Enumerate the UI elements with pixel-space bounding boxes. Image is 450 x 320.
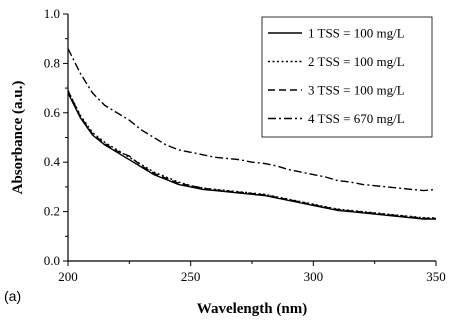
y-axis-title: Absorbance (a.u.): [10, 81, 26, 195]
y-tick-label: 0.4: [44, 154, 61, 169]
y-tick-label: 0.8: [44, 55, 60, 70]
y-tick-label: 0.0: [44, 253, 60, 268]
series-line-4: [67, 48, 437, 192]
series-line-3: [67, 90, 437, 220]
x-tick-label: 200: [58, 269, 78, 284]
x-axis-title: Wavelength (nm): [197, 301, 307, 317]
legend-label-1: 1 TSS = 100 mg/L: [308, 26, 405, 41]
legend-label-4: 4 TSS = 670 mg/L: [308, 111, 405, 126]
legend: 1 TSS = 100 mg/L 2 TSS = 100 mg/L 3 TSS = …: [261, 16, 433, 138]
x-tick-label: 250: [181, 269, 201, 284]
legend-label-3: 3 TSS = 100 mg/L: [308, 83, 405, 98]
y-tick-label: 1.0: [44, 6, 60, 21]
series-lines: [67, 48, 437, 220]
series-line-2: [67, 90, 436, 219]
y-tick-label: 0.2: [44, 204, 60, 219]
x-tick-label: 300: [304, 269, 324, 284]
plot-axes: 0.0 0.2 0.4 0.6 0.8 1.0 200 250 300 350: [44, 6, 446, 284]
panel-label: (a): [4, 288, 21, 304]
legend-box: [261, 16, 433, 138]
y-tick-label: 0.6: [44, 105, 61, 120]
x-tick-label: 350: [426, 269, 446, 284]
legend-label-2: 2 TSS = 100 mg/L: [308, 54, 405, 69]
